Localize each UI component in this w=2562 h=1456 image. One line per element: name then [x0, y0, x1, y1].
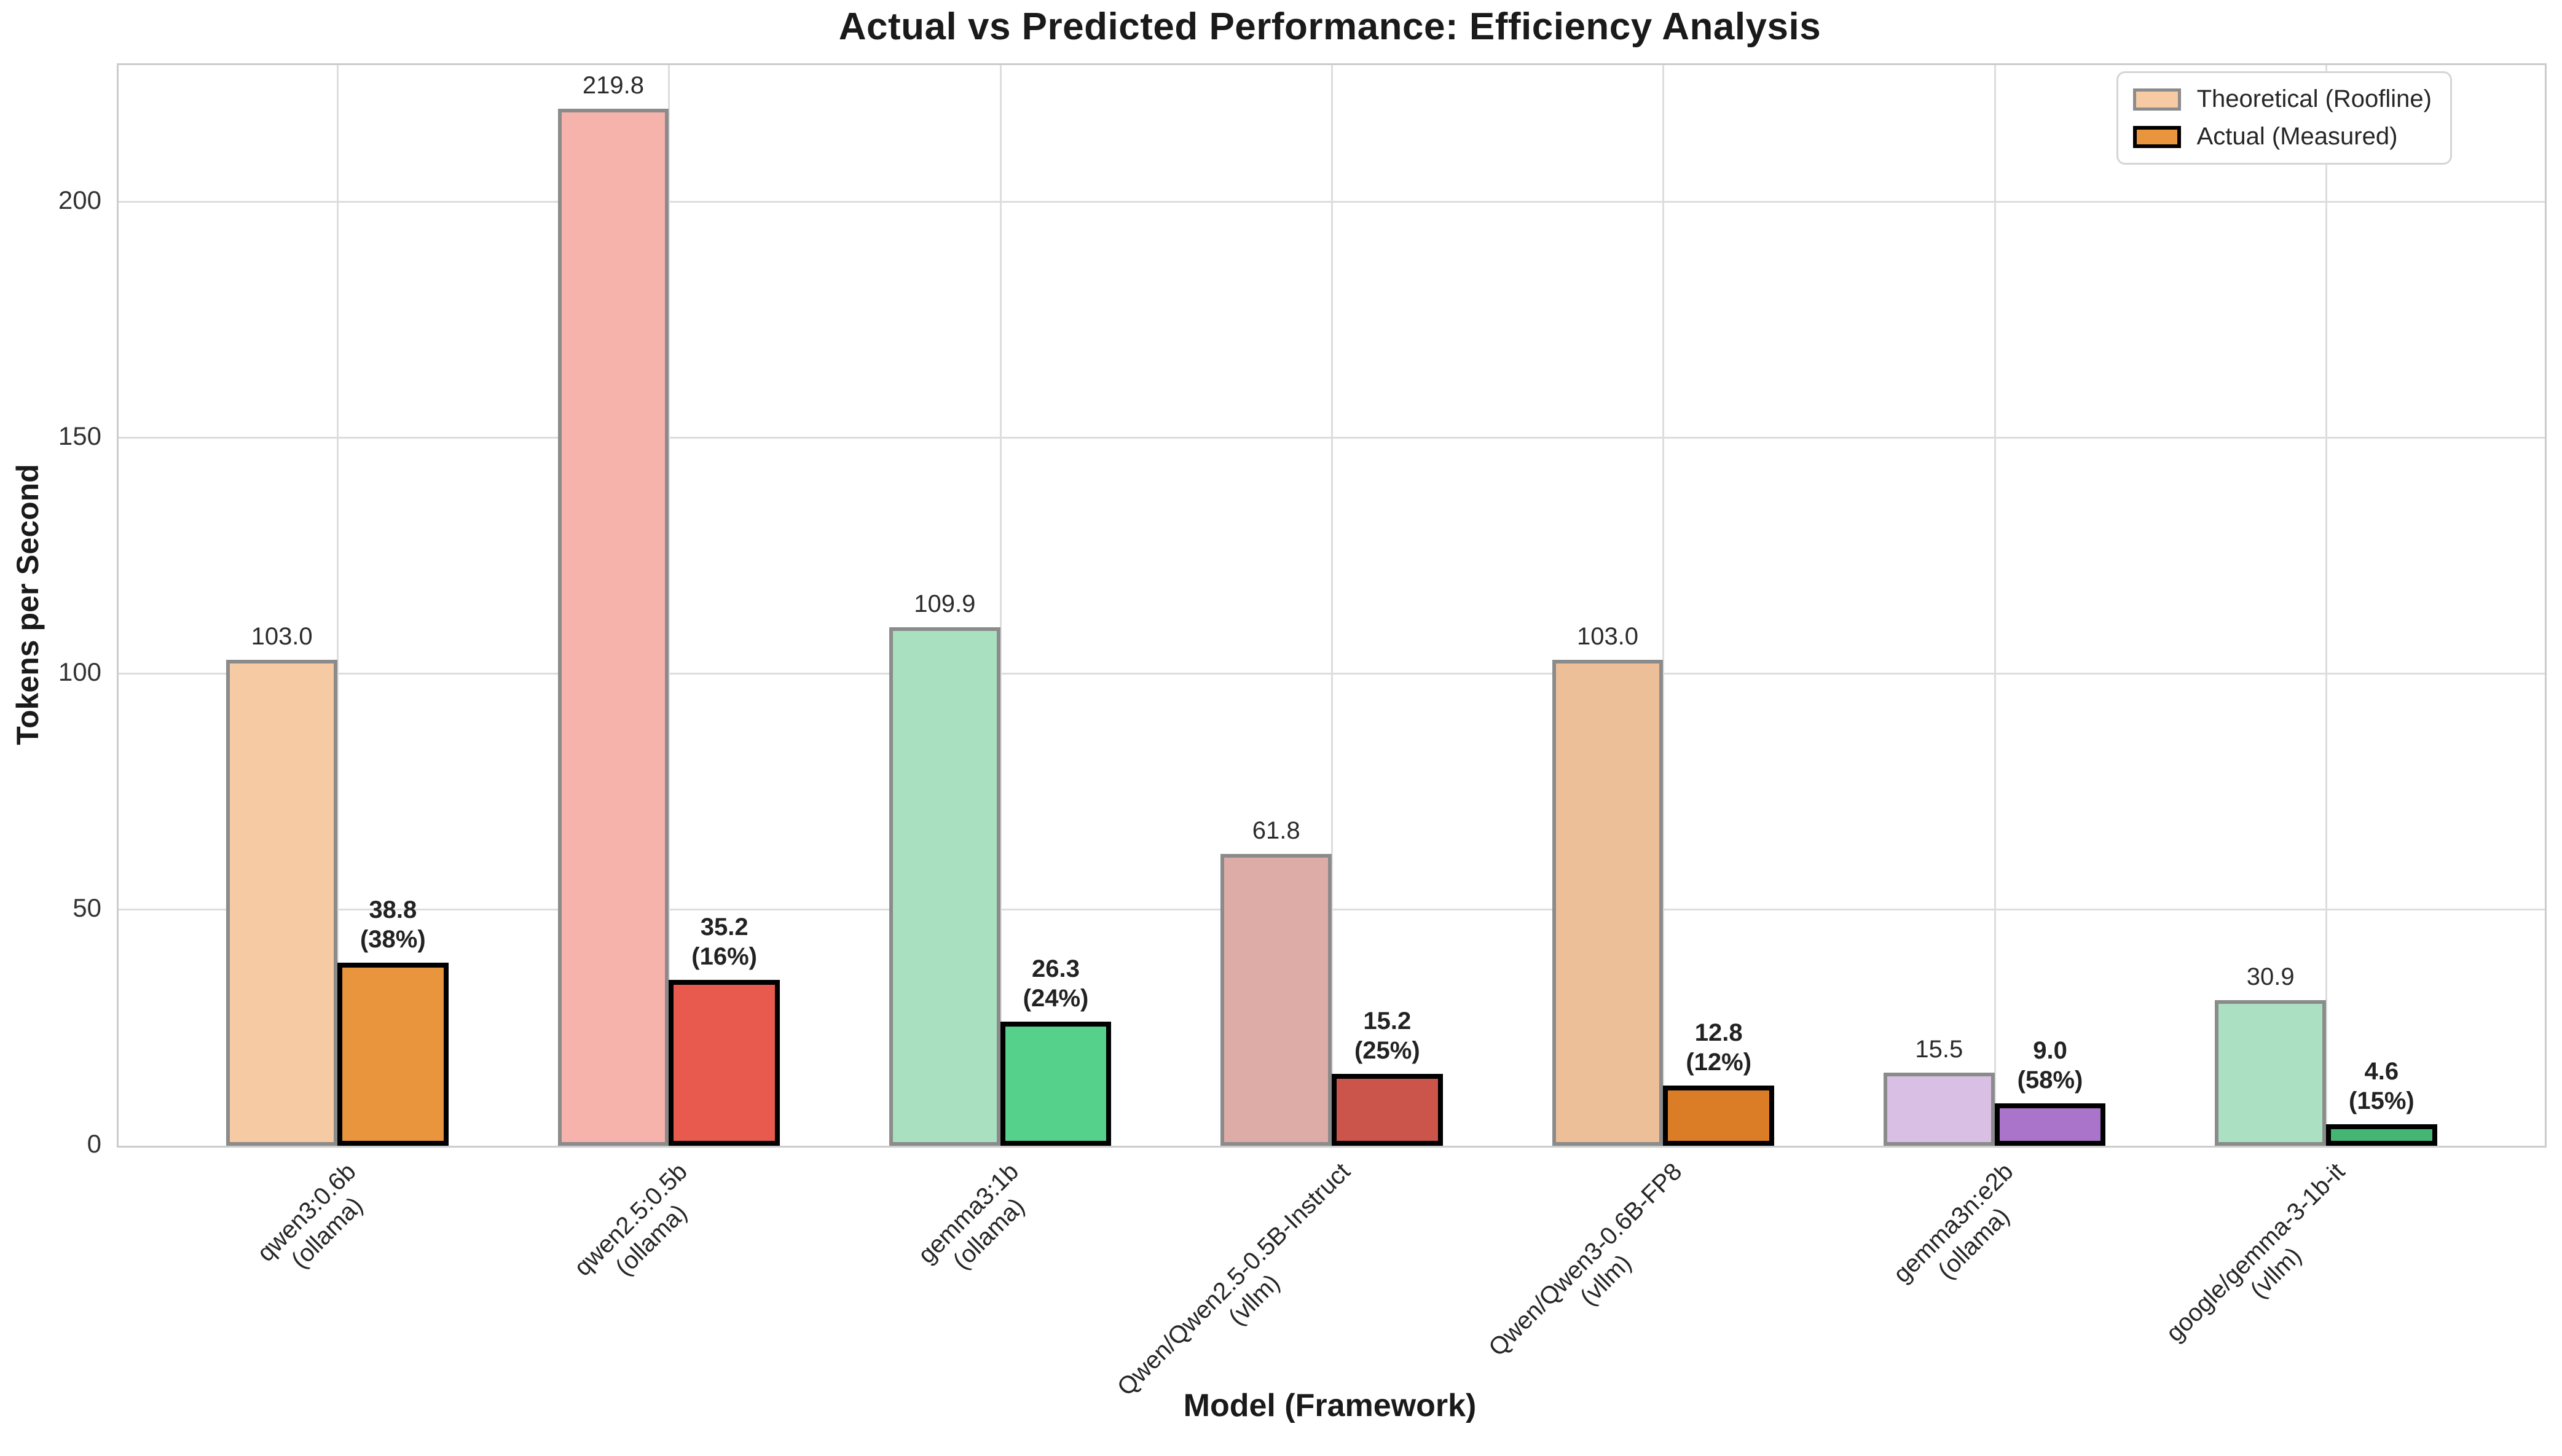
x-axis-title: Model (Framework) [1183, 1388, 1477, 1423]
y-tick-label-150: 150 [58, 421, 101, 450]
bar-actual-3 [1000, 1021, 1112, 1146]
x-gridline-6 [1994, 65, 1996, 1146]
y-tick-label-0: 0 [87, 1129, 101, 1158]
x-tick-label-1: qwen3:0.6b (ollama) [252, 1157, 369, 1274]
legend-item-actual: Actual (Measured) [2132, 123, 2432, 151]
bar-actual-2 [669, 979, 780, 1146]
x-tick-label-3: gemma3:1b (ollama) [913, 1157, 1031, 1275]
value-label-theoretical-5: 103.0 [1576, 622, 1639, 650]
legend-label-actual: Actual (Measured) [2196, 123, 2398, 150]
bar-actual-4 [1332, 1074, 1443, 1146]
bar-theoretical-2 [557, 108, 669, 1146]
x-tick-label-7: google/gemma-3-1b-it (vllm) [2161, 1157, 2350, 1347]
value-label-actual-5: 12.8 (12%) [1686, 1019, 1752, 1076]
y-tick-label-50: 50 [73, 893, 101, 922]
y-tick-label-200: 200 [58, 185, 101, 214]
value-label-actual-1: 38.8 (38%) [360, 896, 426, 953]
x-gridline-3 [999, 65, 1002, 1146]
bar-theoretical-6 [1884, 1072, 1995, 1146]
legend: Theoretical (Roofline) Actual (Measured) [2116, 71, 2452, 165]
bar-actual-1 [337, 962, 449, 1146]
x-gridline-7 [2325, 65, 2328, 1146]
bar-theoretical-4 [1220, 854, 1332, 1146]
bar-theoretical-5 [1552, 659, 1664, 1146]
legend-label-theoretical: Theoretical (Roofline) [2196, 85, 2432, 112]
x-gridline-2 [668, 65, 670, 1146]
legend-swatch-theoretical-icon [2132, 88, 2181, 111]
x-tick-label-6: gemma3n:e2b (ollama) [1888, 1157, 2019, 1288]
value-label-actual-2: 35.2 (16%) [691, 913, 757, 970]
x-tick-label-5: Qwen/Qwen3-0.6B-FP8 (vllm) [1483, 1157, 1688, 1362]
bar-actual-7 [2326, 1124, 2437, 1146]
value-label-actual-7: 4.6 (15%) [2349, 1057, 2415, 1114]
value-label-actual-3: 26.3 (24%) [1023, 955, 1089, 1012]
bar-theoretical-1 [226, 659, 337, 1146]
value-label-theoretical-2: 219.8 [582, 71, 645, 99]
x-gridline-5 [1662, 65, 1665, 1146]
x-tick-label-2: qwen2.5:0.5b (ollama) [569, 1157, 693, 1282]
bar-actual-6 [1994, 1103, 2106, 1146]
y-axis-title: Tokens per Second [10, 464, 45, 745]
x-gridline-1 [336, 65, 339, 1146]
bar-theoretical-3 [889, 627, 1000, 1146]
value-label-theoretical-7: 30.9 [2246, 963, 2295, 990]
x-gridline-4 [1331, 65, 1333, 1146]
value-label-theoretical-4: 61.8 [1252, 817, 1300, 845]
value-label-theoretical-6: 15.5 [1915, 1035, 1963, 1063]
value-label-actual-6: 9.0 (58%) [2017, 1036, 2083, 1094]
bar-actual-5 [1663, 1085, 1775, 1146]
legend-swatch-actual-icon [2132, 125, 2181, 148]
value-label-theoretical-3: 109.9 [914, 590, 976, 617]
plot-area: 103.0 38.8 (38%) 219.8 35.2 (16%) 109.9 26.3 … [117, 63, 2547, 1148]
value-label-theoretical-1: 103.0 [251, 622, 313, 650]
value-label-actual-4: 15.2 (25%) [1354, 1008, 1420, 1065]
y-tick-label-100: 100 [58, 657, 101, 686]
chart-title: Actual vs Predicted Performance: Efficie… [838, 6, 1821, 48]
bar-theoretical-7 [2215, 1000, 2327, 1146]
legend-item-theoretical: Theoretical (Roofline) [2132, 85, 2432, 113]
x-tick-label-4: Qwen/Qwen2.5-0.5B-Instruct (vllm) [1112, 1157, 1356, 1401]
